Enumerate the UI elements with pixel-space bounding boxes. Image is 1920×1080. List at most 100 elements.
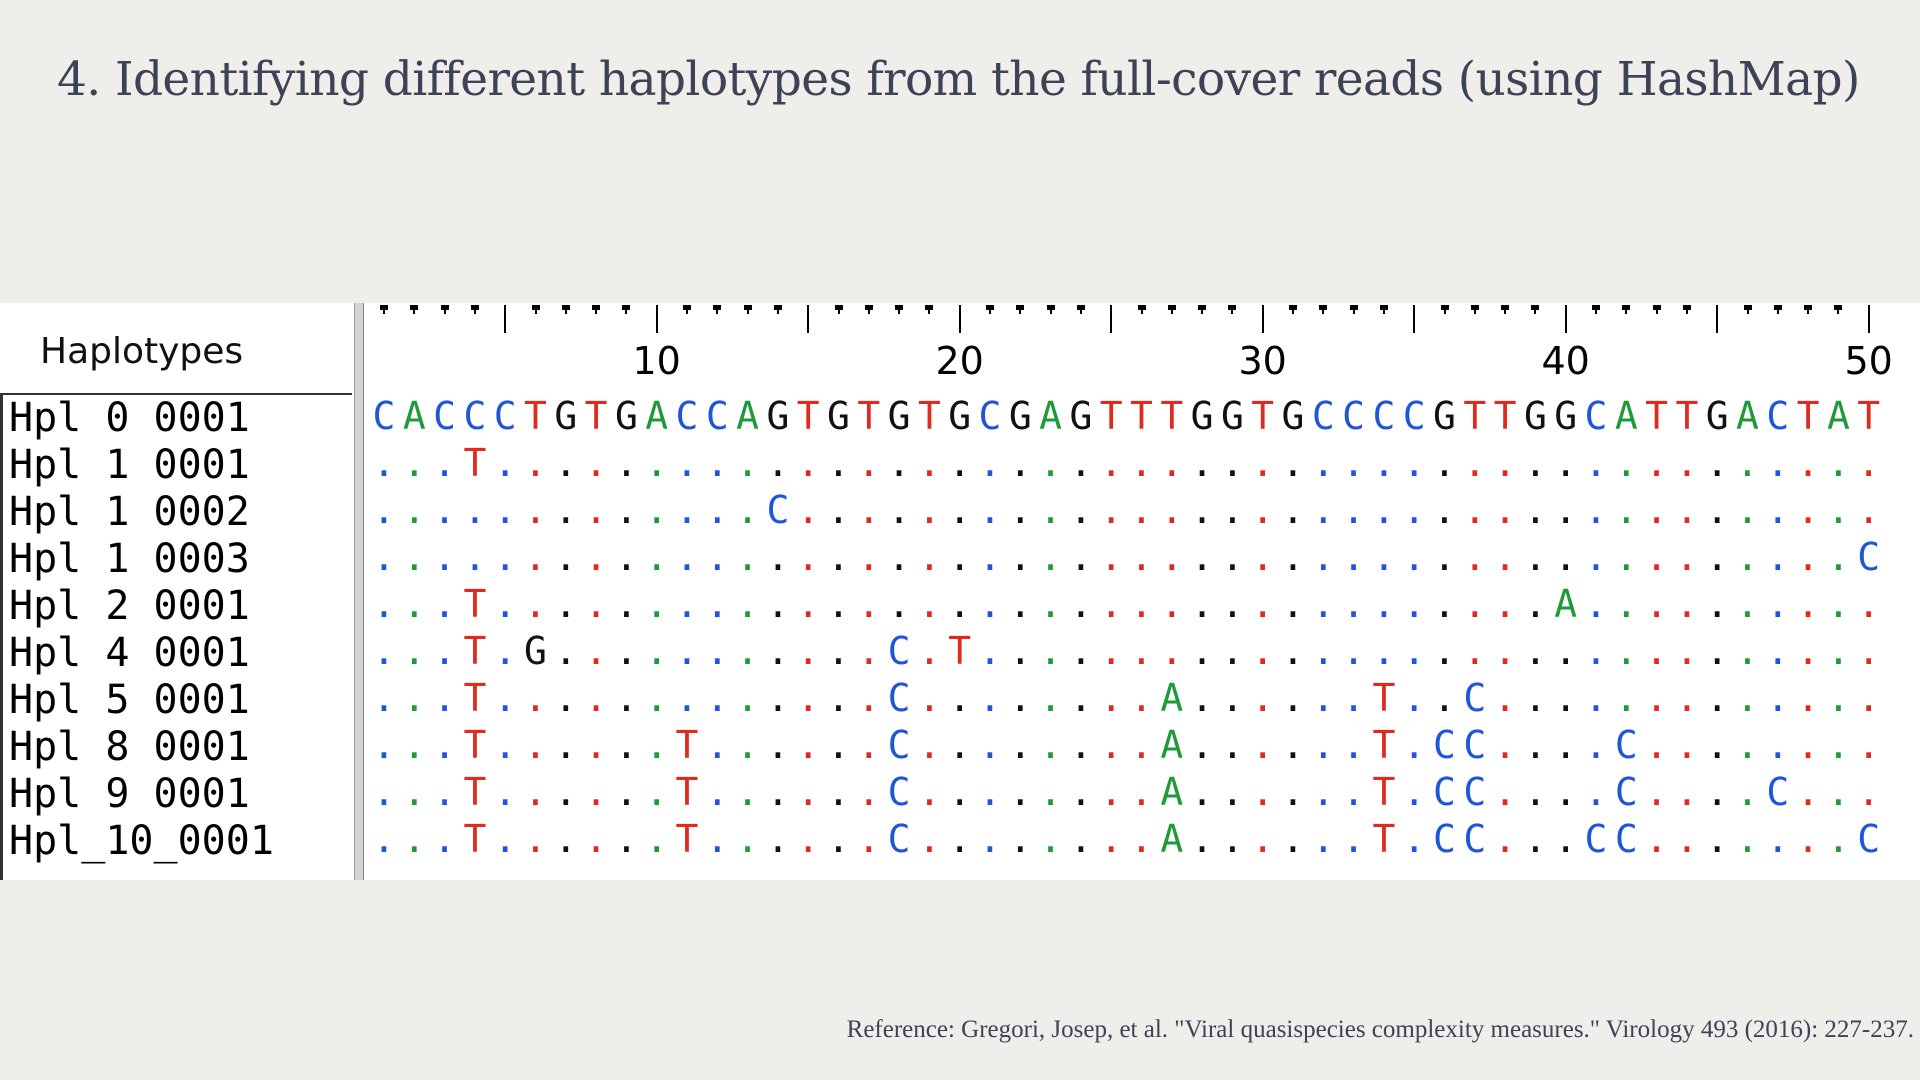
base-T: T [1857,394,1881,438]
match-dot: . [645,488,669,532]
match-dot: . [554,488,578,532]
haplotype-label[interactable]: Hpl_10_0001 [9,818,274,864]
match-dot: . [433,817,457,861]
match-dot: . [1736,535,1759,579]
match-dot: . [1523,817,1547,861]
match-dot: . [1220,535,1244,579]
ruler-major-tick [1867,305,1870,333]
base-A: A [1736,394,1759,438]
match-dot: . [1554,488,1578,532]
match-dot: . [978,582,1002,626]
match-dot: . [493,723,517,767]
ruler-major-tick [1261,305,1264,333]
haplotype-label[interactable]: Hpl 5 0001 [9,677,250,723]
match-dot: . [524,676,547,720]
match-dot: . [1736,676,1759,720]
match-dot: . [372,770,396,814]
match-dot: . [1342,723,1366,767]
match-dot: . [1736,629,1759,673]
match-dot: . [614,629,638,673]
match-dot: . [1584,441,1608,485]
base-T: T [463,582,487,626]
match-dot: . [1008,817,1032,861]
ruler-minor-tick [1349,305,1358,314]
match-dot: . [1826,770,1850,814]
match-dot: . [1190,535,1214,579]
match-dot: . [1614,582,1638,626]
base-G: G [1220,394,1244,438]
match-dot: . [948,582,972,626]
haplotype-label[interactable]: Hpl 4 0001 [9,630,250,676]
base-G: G [1554,394,1578,438]
haplotype-label[interactable]: Hpl 2 0001 [9,583,250,629]
match-dot: . [705,770,729,814]
base-C: C [1311,394,1335,438]
haplotype-label[interactable]: Hpl 9 0001 [9,771,250,817]
match-dot: . [1857,770,1881,814]
match-dot: . [524,582,547,626]
match-dot: . [493,676,517,720]
match-dot: . [1311,629,1335,673]
match-dot: . [857,629,881,673]
haplotype-label[interactable]: Hpl 1 0002 [9,489,250,535]
match-dot: . [1311,817,1335,861]
pane-splitter[interactable] [354,303,364,880]
match-dot: . [433,676,457,720]
haplotype-label[interactable]: Hpl 1 0001 [9,442,250,488]
match-dot: . [1069,629,1093,673]
base-T: T [463,817,487,861]
match-dot: . [978,817,1002,861]
match-dot: . [978,441,1002,485]
haplotype-list: Hpl 0 0001 Hpl 1 0001 Hpl 1 0002 Hpl 1 0003… [0,393,352,880]
match-dot: . [1402,817,1426,861]
match-dot: . [705,535,729,579]
match-dot: . [827,629,850,673]
match-dot: . [1826,676,1850,720]
match-dot: . [827,817,850,861]
match-dot: . [1433,488,1456,532]
match-dot: . [1796,817,1820,861]
ruler-major-tick [1716,305,1719,333]
base-T: T [1251,394,1275,438]
match-dot: . [705,582,729,626]
ruler-major-tick [504,305,507,333]
base-G: G [554,394,578,438]
haplotype-label[interactable]: Hpl 0 0001 [9,395,250,441]
match-dot: . [1402,770,1426,814]
match-dot: . [372,817,396,861]
base-G: G [614,394,638,438]
haplotype-label[interactable]: Hpl 1 0003 [9,536,250,582]
match-dot: . [1281,723,1305,767]
match-dot: . [1614,441,1638,485]
base-C: C [1584,394,1608,438]
base-T: T [675,817,699,861]
match-dot: . [645,676,669,720]
match-dot: . [705,441,729,485]
base-C: C [1584,817,1608,861]
base-C: C [463,394,487,438]
match-dot: . [1766,817,1790,861]
match-dot: . [1069,817,1093,861]
match-dot: . [1523,441,1547,485]
match-dot: . [1523,770,1547,814]
ruler-minor-tick [1682,305,1691,314]
match-dot: . [796,441,820,485]
match-dot: . [584,582,608,626]
match-dot: . [645,582,669,626]
match-dot: . [645,723,669,767]
match-dot: . [978,676,1002,720]
match-dot: . [1554,676,1578,720]
match-dot: . [1190,676,1214,720]
ruler-minor-tick [1167,305,1176,314]
base-G: G [827,394,850,438]
match-dot: . [948,488,972,532]
match-dot: . [1463,582,1487,626]
match-dot: . [1281,676,1305,720]
match-dot: . [1190,488,1214,532]
match-dot: . [1826,488,1850,532]
haplotype-label[interactable]: Hpl 8 0001 [9,724,250,770]
ruler-position-label: 50 [1844,339,1893,383]
match-dot: . [1736,488,1759,532]
base-C: C [433,394,457,438]
match-dot: . [1372,629,1396,673]
